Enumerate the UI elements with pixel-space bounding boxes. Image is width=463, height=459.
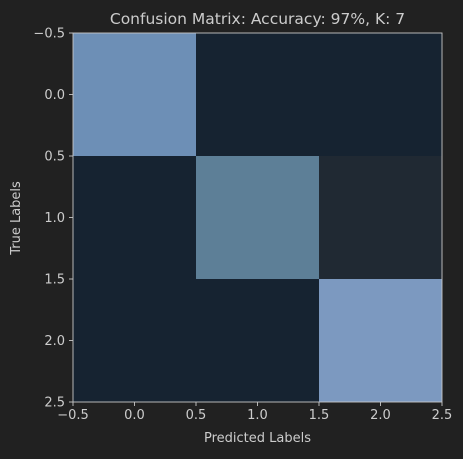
y-tick-label: 1.0 <box>44 211 65 226</box>
y-tick-label: 2.0 <box>44 334 65 349</box>
heatmap-cell-r1-c0 <box>73 156 196 279</box>
heatmap-cell-r1-c2 <box>319 156 442 279</box>
y-axis-label: True Labels <box>9 181 24 256</box>
heatmap-cell-r0-c0 <box>73 33 196 156</box>
y-tick-label: 1.5 <box>44 273 65 288</box>
heatmap-cells <box>73 33 442 402</box>
heatmap-cell-r0-c1 <box>196 33 319 156</box>
y-tick-label: 0.5 <box>44 150 65 165</box>
heatmap-cell-r2-c1 <box>196 279 319 402</box>
x-tick-label: 0.0 <box>124 408 145 423</box>
heatmap-cell-r0-c2 <box>319 33 442 156</box>
x-tick-label: 1.5 <box>309 408 330 423</box>
y-tick-label: 0.0 <box>44 88 65 103</box>
y-tick-label: 2.5 <box>44 396 65 411</box>
x-tick-label: −0.5 <box>57 408 89 423</box>
chart-title: Confusion Matrix: Accuracy: 97%, K: 7 <box>110 10 405 28</box>
y-axis-ticks: −0.5 0.0 0.5 1.0 1.5 2.0 2.5 <box>33 27 73 411</box>
x-tick-label: 0.5 <box>186 408 207 423</box>
heatmap-cell-r2-c0 <box>73 279 196 402</box>
heatmap-cell-r1-c1 <box>196 156 319 279</box>
x-tick-label: 2.0 <box>370 408 391 423</box>
x-tick-label: 2.5 <box>432 408 453 423</box>
x-tick-label: 1.0 <box>247 408 268 423</box>
y-tick-label: −0.5 <box>33 27 65 42</box>
x-axis-label: Predicted Labels <box>204 431 311 446</box>
heatmap-cell-r2-c2 <box>319 279 442 402</box>
x-axis-ticks: −0.5 0.0 0.5 1.0 1.5 2.0 2.5 <box>57 402 452 423</box>
